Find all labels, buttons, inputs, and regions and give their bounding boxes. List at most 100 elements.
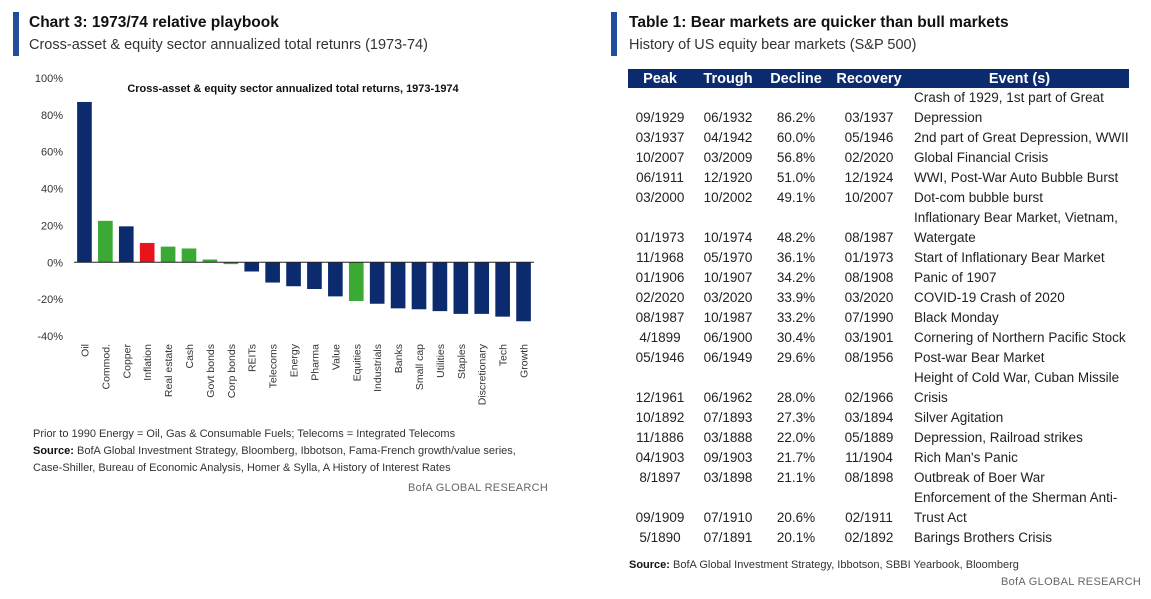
bar-copper: [118, 226, 134, 263]
bar-small-cap: [411, 262, 427, 310]
table-row: 05/1946 06/1949 29.6% 08/1956 Post-war Bear …: [628, 348, 1129, 368]
cell-peak: 4/1899: [639, 330, 681, 345]
table-row: 06/1911 12/1920 51.0% 12/1924 WWI, Post-War …: [628, 168, 1129, 188]
cell-peak: 08/1987: [635, 310, 685, 325]
cell-decline: 49.1%: [776, 190, 816, 205]
table-source-text: BofA Global Investment Strategy, Ibbotso…: [673, 559, 1019, 571]
y-tick-label: 40%: [41, 184, 63, 196]
cell-event: Barings Brothers Crisis: [910, 528, 1129, 548]
bar-oil: [77, 101, 92, 263]
x-tick-label: Value: [330, 344, 342, 370]
x-tick-label: Utilities: [435, 344, 447, 378]
cell-trough: 10/1974: [703, 230, 753, 245]
bar-cash: [181, 248, 197, 263]
table-row: 04/1903 09/1903 21.7% 11/1904 Rich Man's Pan…: [628, 448, 1129, 468]
cell-recovery: 05/1946: [844, 130, 894, 145]
cell-trough: 03/1898: [703, 470, 753, 485]
col-header-trough: Trough: [692, 69, 764, 88]
cell-decline: 86.2%: [776, 110, 816, 125]
cell-recovery: 05/1889: [844, 430, 894, 445]
cell-recovery: 03/1894: [844, 410, 894, 425]
cell-event: Rich Man's Panic: [910, 448, 1129, 468]
right-accent-bar: [611, 12, 617, 56]
cell-peak: 03/2000: [635, 190, 685, 205]
cell-recovery: 02/1892: [844, 530, 894, 545]
cell-peak: 10/2007: [635, 150, 685, 165]
cell-recovery: 12/1924: [844, 170, 894, 185]
cell-trough: 07/1910: [703, 510, 753, 525]
x-tick-label: Real estate: [163, 344, 175, 397]
col-header-recovery: Recovery: [828, 69, 910, 88]
bar-telecoms: [265, 262, 280, 283]
event-line: Trust Act: [914, 510, 967, 525]
cell-decline: 36.1%: [776, 250, 816, 265]
event-line: Crash of 1929, 1st part of Great: [914, 90, 1104, 105]
cell-recovery: 03/1901: [844, 330, 894, 345]
table-row: 10/2007 03/2009 56.8% 02/2020 Global Financi…: [628, 148, 1129, 168]
cell-recovery: 07/1990: [844, 310, 894, 325]
cell-decline: 27.3%: [776, 410, 816, 425]
cell-trough: 10/2002: [703, 190, 753, 205]
bar-discretionary: [474, 262, 490, 314]
cell-event: Depression, Railroad strikes: [910, 428, 1129, 448]
cell-peak: 02/2020: [635, 290, 685, 305]
cell-trough: 07/1891: [703, 530, 753, 545]
bar-reits: [244, 262, 260, 272]
x-tick-label: Discretionary: [477, 343, 489, 405]
table-row: 10/1892 07/1893 27.3% 03/1894 Silver Agitati…: [628, 408, 1129, 428]
cell-peak: 5/1890: [639, 530, 681, 545]
event-line: Height of Cold War, Cuban Missile: [914, 370, 1120, 385]
cell-event: Enforcement of the Sherman Anti- Trust Ac…: [910, 488, 1129, 528]
table-row: 09/1909 07/1910 20.6% 02/1911 Enforcement of…: [628, 488, 1129, 528]
chart-source-label: Source:: [33, 445, 74, 457]
bar-equities: [348, 262, 364, 301]
table-row: 8/1897 03/1898 21.1% 08/1898 Outbreak of Boe…: [628, 468, 1129, 488]
cell-trough: 03/2020: [703, 290, 753, 305]
cell-decline: 48.2%: [776, 230, 816, 245]
x-tick-label: Pharma: [309, 344, 321, 381]
cell-recovery: 02/1966: [844, 390, 894, 405]
x-tick-label: Oil: [79, 344, 91, 357]
chart-footnote: Prior to 1990 Energy = Oil, Gas & Consum…: [33, 428, 456, 440]
cell-peak: 8/1897: [639, 470, 681, 485]
cell-decline: 33.2%: [776, 310, 816, 325]
cell-decline: 29.6%: [776, 350, 816, 365]
cell-recovery: 11/1904: [845, 450, 893, 465]
cell-trough: 10/1987: [703, 310, 753, 325]
bar-corp-bonds: [223, 262, 239, 265]
cell-event: 2nd part of Great Depression, WWII: [910, 128, 1129, 148]
cell-peak: 09/1929: [635, 110, 685, 125]
cell-trough: 06/1962: [703, 390, 753, 405]
table-row: 11/1968 05/1970 36.1% 01/1973 Start of Infla…: [628, 248, 1129, 268]
table-source-line: Source: BofA Global Investment Strategy,…: [629, 557, 1019, 574]
cell-peak: 12/1961: [635, 390, 685, 405]
cell-event: Cornering of Northern Pacific Stock: [910, 328, 1129, 348]
cell-trough: 05/1970: [703, 250, 753, 265]
cell-trough: 07/1893: [703, 410, 753, 425]
left-accent-bar: [13, 12, 19, 56]
cell-event: Crash of 1929, 1st part of Great Depressi…: [910, 88, 1129, 128]
cell-recovery: 03/1937: [844, 110, 894, 125]
cell-event: Post-war Bear Market: [910, 348, 1129, 368]
cell-peak: 11/1886: [636, 430, 684, 445]
cell-peak: 04/1903: [635, 450, 685, 465]
bar-staples: [453, 262, 469, 314]
x-tick-label: Inflation: [142, 344, 154, 381]
chart-source-line1: Source: BofA Global Investment Strategy,…: [33, 443, 516, 460]
cell-peak: 03/1937: [635, 130, 685, 145]
event-line: Post-war Bear Market: [914, 350, 1045, 365]
event-line: Panic of 1907: [914, 270, 997, 285]
x-tick-label: REITs: [247, 344, 259, 372]
x-tick-label: Copper: [121, 344, 133, 379]
x-tick-label: Growth: [519, 344, 531, 378]
cell-event: Silver Agitation: [910, 408, 1129, 428]
table-row: 4/1899 06/1900 30.4% 03/1901 Cornering of No…: [628, 328, 1129, 348]
cell-peak: 09/1909: [635, 510, 685, 525]
event-line: 2nd part of Great Depression, WWII: [914, 130, 1129, 145]
y-tick-label: 60%: [41, 147, 63, 159]
cell-decline: 51.0%: [776, 170, 816, 185]
table-row: 03/1937 04/1942 60.0% 05/1946 2nd part of Gr…: [628, 128, 1129, 148]
y-tick-label: 100%: [35, 73, 63, 85]
cell-decline: 20.1%: [776, 530, 816, 545]
y-tick-label: -20%: [37, 294, 63, 306]
